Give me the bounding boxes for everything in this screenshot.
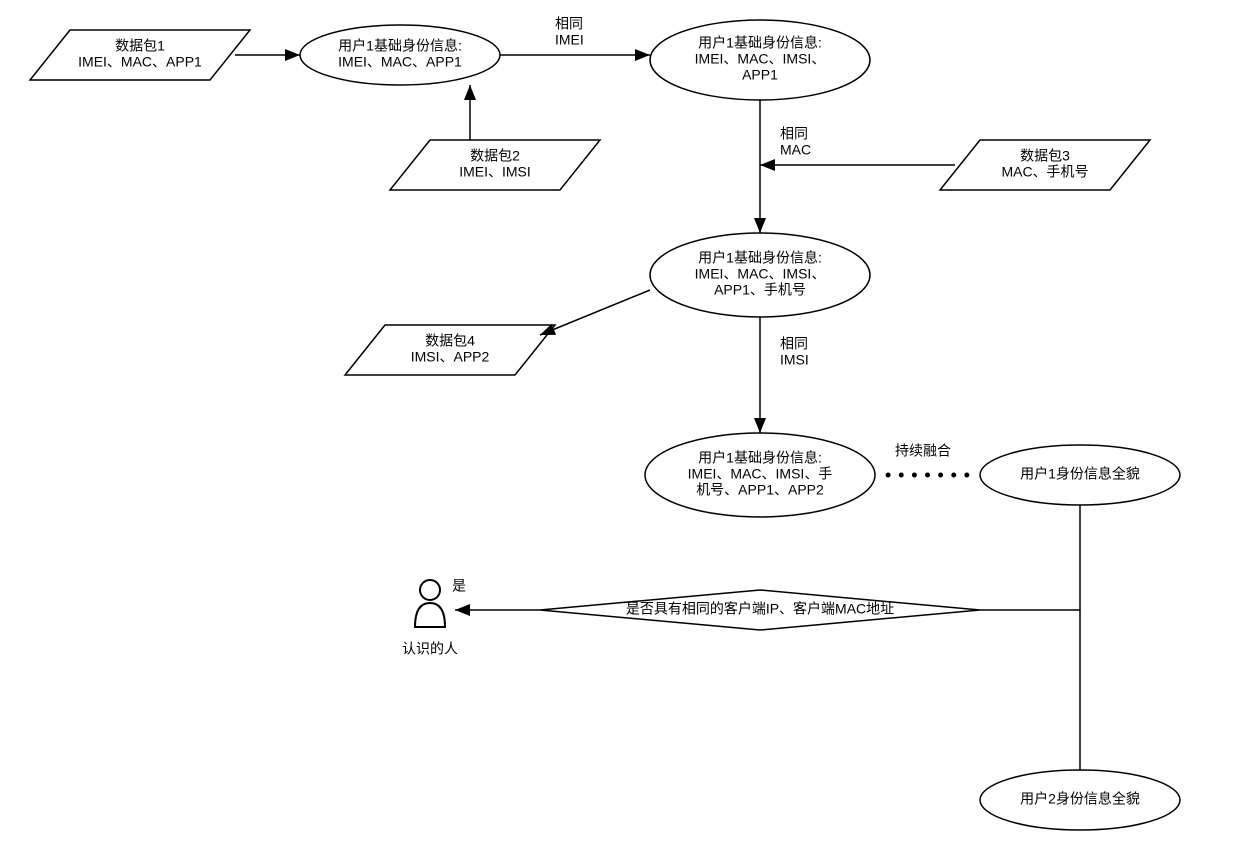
- edge-label: IMEI: [555, 32, 584, 48]
- node-text-line: IMEI、MAC、IMSI、手: [688, 466, 833, 482]
- flowchart-canvas: 相同IMEI相同MAC相同IMSI持续融合数据包1IMEI、MAC、APP1用户…: [0, 0, 1239, 846]
- edge-label: 持续融合: [895, 443, 951, 459]
- node-text-line: 用户1基础身份信息:: [338, 38, 462, 54]
- edge-label: IMSI: [780, 352, 809, 368]
- node-text-line: IMEI、MAC、IMSI、: [695, 51, 826, 67]
- dotted-connector: [912, 473, 917, 478]
- edge-label: MAC: [780, 142, 811, 158]
- edge-label: 相同: [780, 126, 808, 142]
- node-text-line: 用户2身份信息全貌: [1020, 791, 1140, 807]
- dotted-connector: [925, 473, 930, 478]
- node-text-line: MAC、手机号: [1001, 164, 1088, 180]
- node-text-line: 机号、APP1、APP2: [696, 482, 824, 498]
- node-text-line: 数据包2: [470, 148, 520, 164]
- node-text-line: 数据包3: [1020, 148, 1070, 164]
- node-text-line: IMEI、MAC、APP1: [338, 54, 462, 70]
- node-text-line: IMEI、IMSI: [459, 164, 531, 180]
- node-text-line: 用户1基础身份信息:: [698, 35, 822, 51]
- person-label: 认识的人: [402, 641, 458, 657]
- node-text-line: IMEI、MAC、APP1: [78, 54, 202, 70]
- edge: [980, 505, 1080, 610]
- node-text-line: 用户1基础身份信息:: [698, 450, 822, 466]
- node-text-line: 数据包4: [425, 333, 475, 349]
- node-text-line: 数据包1: [115, 38, 165, 54]
- dotted-connector: [938, 473, 943, 478]
- node-text-line: IMSI、APP2: [411, 349, 490, 365]
- person-icon: [415, 580, 445, 627]
- node-text-line: APP1: [742, 67, 778, 83]
- node-text-line: APP1、手机号: [714, 282, 806, 298]
- dotted-connector: [886, 473, 891, 478]
- edge: [540, 290, 650, 335]
- edge-label: 相同: [780, 336, 808, 352]
- node-text-line: 是否具有相同的客户端IP、客户端MAC地址: [626, 601, 894, 617]
- dotted-connector: [899, 473, 904, 478]
- decision-yes-label: 是: [452, 578, 466, 594]
- edge-label: 相同: [555, 16, 583, 32]
- node-text-line: 用户1身份信息全貌: [1020, 466, 1140, 482]
- node-text-line: IMEI、MAC、IMSI、: [695, 266, 826, 282]
- node-text-line: 用户1基础身份信息:: [698, 250, 822, 266]
- dotted-connector: [964, 473, 969, 478]
- dotted-connector: [951, 473, 956, 478]
